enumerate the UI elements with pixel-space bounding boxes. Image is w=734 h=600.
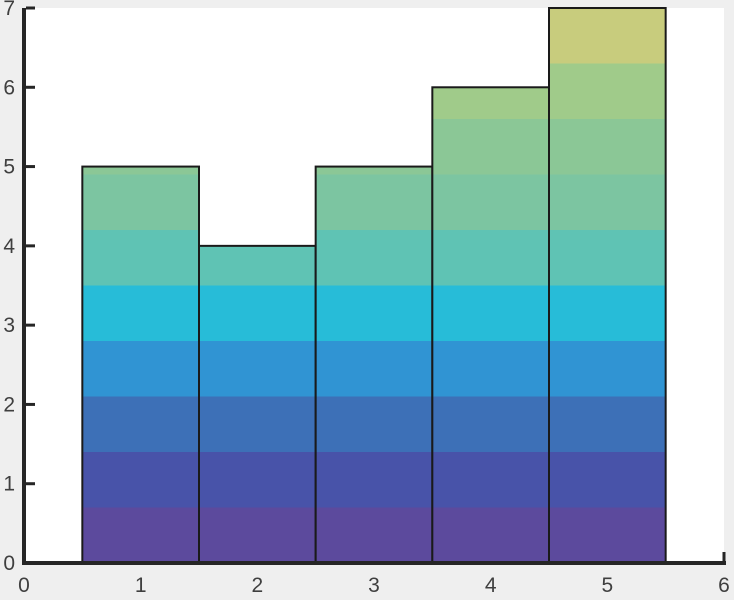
x-tick-label: 6 bbox=[718, 574, 730, 597]
bar-band bbox=[82, 341, 199, 397]
bar-band bbox=[549, 507, 666, 563]
bar-band bbox=[432, 396, 549, 452]
bar-band bbox=[199, 452, 316, 508]
bar-band bbox=[315, 285, 433, 341]
bar-band bbox=[315, 166, 433, 175]
bars bbox=[81, 7, 667, 565]
bar-band bbox=[82, 396, 199, 452]
bar-band bbox=[549, 396, 666, 452]
bar-band bbox=[432, 507, 549, 563]
bar bbox=[314, 165, 434, 564]
x-tick-label: 5 bbox=[601, 574, 613, 597]
bar-band bbox=[549, 285, 666, 341]
x-tick-label: 1 bbox=[135, 574, 147, 597]
bar-band bbox=[432, 452, 549, 508]
bar bbox=[548, 7, 667, 564]
bar bbox=[198, 244, 317, 564]
axis-lines bbox=[22, 8, 726, 565]
bar-band bbox=[315, 341, 433, 397]
y-tick-label: 7 bbox=[3, 0, 15, 20]
tick-labels: 0 1 2 3 4 5 6 0 1 2 3 4 5 6 7 bbox=[3, 0, 730, 597]
bar-band bbox=[199, 396, 316, 452]
bar-band bbox=[432, 341, 549, 397]
bar-band bbox=[199, 507, 316, 563]
bar-band bbox=[82, 452, 199, 508]
x-tick-label: 4 bbox=[485, 574, 497, 597]
bar-band bbox=[315, 452, 433, 508]
bar-band bbox=[432, 174, 549, 230]
y-tick-label: 5 bbox=[3, 156, 15, 179]
bar bbox=[431, 86, 551, 565]
bar-band bbox=[549, 119, 666, 175]
bar-band bbox=[432, 119, 549, 175]
bar-band bbox=[432, 87, 549, 119]
bar-band bbox=[549, 63, 666, 119]
bar-band bbox=[549, 230, 666, 286]
x-tick-label: 2 bbox=[251, 574, 263, 597]
bar-band bbox=[315, 174, 433, 230]
bar-band bbox=[315, 230, 433, 286]
bar bbox=[81, 165, 200, 564]
bar-band bbox=[432, 285, 549, 341]
x-tick-label: 3 bbox=[368, 574, 380, 597]
bar-band bbox=[82, 507, 199, 563]
bar-band bbox=[549, 174, 666, 230]
y-tick-label: 0 bbox=[3, 552, 15, 575]
bar-band bbox=[82, 285, 199, 341]
bar-band bbox=[315, 396, 433, 452]
bar-band bbox=[432, 230, 549, 286]
y-tick-label: 1 bbox=[3, 473, 15, 496]
y-tick-label: 6 bbox=[3, 76, 15, 99]
bar-band bbox=[82, 230, 199, 286]
bar-band bbox=[315, 507, 433, 563]
bar-band bbox=[82, 166, 199, 175]
bar-band bbox=[549, 341, 666, 397]
x-tick-label: 0 bbox=[18, 574, 30, 597]
bar-band bbox=[199, 341, 316, 397]
bar-band bbox=[199, 245, 316, 286]
y-tick-label: 4 bbox=[3, 235, 15, 258]
y-tick-label: 2 bbox=[3, 393, 15, 416]
bar-band bbox=[82, 174, 199, 230]
bar-band bbox=[199, 285, 316, 341]
bar-band bbox=[549, 8, 666, 64]
y-tick-label: 3 bbox=[3, 314, 15, 337]
bar-band bbox=[549, 452, 666, 508]
